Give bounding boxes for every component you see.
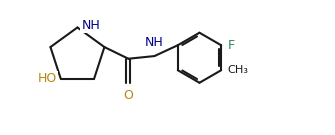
Text: CH₃: CH₃ [228, 65, 249, 75]
Text: O: O [124, 89, 133, 102]
Text: NH: NH [81, 19, 100, 32]
Text: NH: NH [145, 36, 164, 49]
Text: HO: HO [38, 72, 57, 85]
Text: F: F [228, 39, 235, 52]
